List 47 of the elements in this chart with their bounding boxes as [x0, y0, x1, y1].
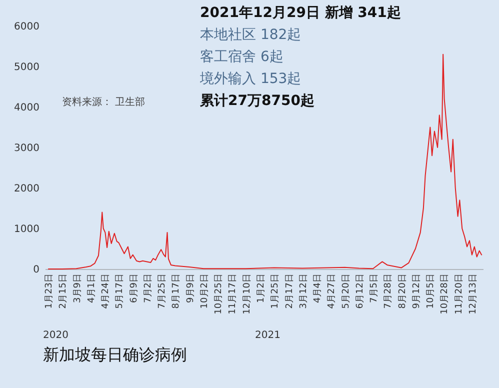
- text: 新加坡每日确诊病例: [43, 345, 187, 364]
- x-tick-label: 5月20日: [341, 274, 352, 309]
- x-tick-label: 3月9日: [72, 274, 83, 303]
- y-tick-label: 6000: [14, 22, 40, 32]
- y-tick-label: 5000: [14, 62, 40, 73]
- y-tick-label: 4000: [14, 102, 40, 114]
- annotation: 本地社区 182起: [200, 27, 302, 43]
- x-tick-label: 7月28日: [384, 274, 394, 309]
- x-tick-label: 4月1日: [86, 274, 97, 303]
- x-tick-label: 4月27日: [327, 274, 338, 309]
- y-tick-label: 3000: [14, 143, 40, 154]
- x-tick-label: 8月20日: [398, 274, 408, 309]
- x-tick-label: 3月12日: [298, 274, 309, 309]
- y-tick-label: 2000: [14, 184, 40, 194]
- y-tick-label: 1000: [14, 224, 40, 235]
- annotation: 境外输入 153起: [200, 71, 302, 87]
- x-tick-label: 2月15日: [58, 274, 69, 309]
- x-tick-label: 2月17日: [284, 274, 295, 309]
- x-tick-label: 10月2日: [200, 274, 210, 309]
- x-tick-label: 12月13日: [468, 274, 478, 314]
- text: 2020: [43, 330, 68, 341]
- x-tick-label: 1月25日: [270, 274, 281, 309]
- x-tick-label: 10月28日: [440, 274, 450, 314]
- x-tick-label: 7月2日: [143, 274, 154, 303]
- x-tick-label: 9月9日: [186, 274, 196, 303]
- x-tick-label: 10月5日: [426, 274, 436, 309]
- x-tick-label: 1月2日: [256, 274, 267, 303]
- x-tick-label: 9月12日: [412, 274, 422, 309]
- annotation: 客工宿舍 6起: [200, 49, 284, 65]
- x-tick-label: 6月12日: [355, 274, 366, 309]
- text: 2021年12月29日 新增 341起: [200, 5, 401, 21]
- x-tick-label: 11月17日: [228, 274, 238, 314]
- annotation: 累计27万8750起: [200, 93, 314, 109]
- y-tick-label: 0: [33, 264, 40, 276]
- x-tick-label: 11月20日: [454, 274, 464, 314]
- x-tick-label: 1月23日: [44, 274, 55, 309]
- x-tick-label: 4月4日: [313, 274, 324, 303]
- annotation: 资料来源： 卫生部: [62, 97, 146, 108]
- x-tick-label: 5月17日: [115, 274, 126, 309]
- x-tick-label: 8月17日: [172, 274, 182, 309]
- x-tick-label: 12月10日: [242, 274, 252, 314]
- x-tick-label: 4月24日: [101, 274, 112, 309]
- x-tick-label: 7月5日: [370, 274, 380, 303]
- x-tick-label: 7月25日: [158, 274, 168, 309]
- x-tick-label: 10月25日: [214, 274, 224, 314]
- x-tick-label: 6月9日: [129, 274, 140, 303]
- text: 2021: [255, 330, 280, 341]
